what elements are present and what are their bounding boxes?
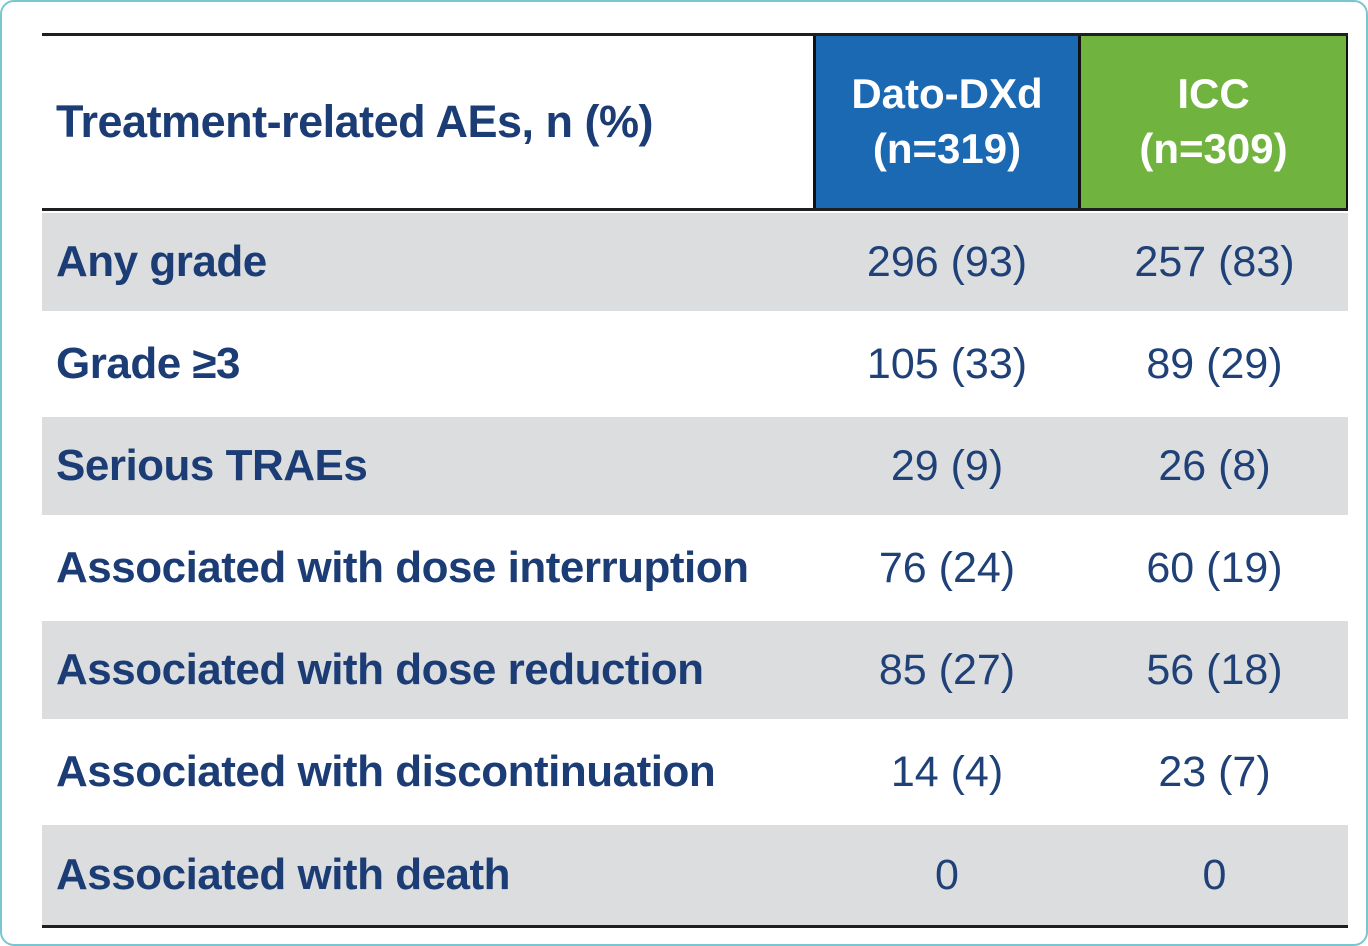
icc-value: 0 — [1202, 850, 1227, 899]
table-row-dose-reduction: Associated with dose reduction 85 (27) 5… — [42, 619, 1348, 721]
table-row-grade-ge3: Grade ≥3 105 (33) 89 (29) — [42, 313, 1348, 415]
table-title: Treatment-related AEs, n (%) — [42, 36, 813, 208]
treatment-related-aes-table: Treatment-related AEs, n (%) Dato-DXd (n… — [42, 33, 1348, 928]
icc-value: 89 (29) — [1146, 339, 1283, 388]
column-header-icc: ICC (n=309) — [1081, 36, 1348, 208]
table-row-death: Associated with death 0 0 — [42, 823, 1348, 928]
dato-value: 29 (9) — [890, 441, 1004, 490]
dato-value: 0 — [935, 850, 959, 899]
icc-n: (n=309) — [1139, 125, 1288, 172]
table-row-any-grade: Any grade 296 (93) 257 (83) — [42, 211, 1348, 313]
icc-value: 56 (18) — [1146, 645, 1283, 694]
icc-value: 23 (7) — [1158, 747, 1271, 796]
table-header-row: Treatment-related AEs, n (%) Dato-DXd (n… — [42, 33, 1348, 211]
dato-dxd-name: Dato-DXd — [851, 70, 1043, 118]
row-label: Associated with dose reduction — [56, 645, 704, 694]
table-row-serious-traes: Serious TRAEs 29 (9) 26 (8) — [42, 415, 1348, 517]
row-label: Associated with death — [56, 850, 511, 899]
table-row-dose-interruption: Associated with dose interruption 76 (24… — [42, 517, 1348, 619]
row-label: Serious TRAEs — [56, 441, 368, 490]
dato-value: 14 (4) — [890, 747, 1004, 796]
dato-value: 296 (93) — [866, 237, 1028, 286]
row-label: Grade ≥3 — [56, 339, 241, 388]
dato-value: 85 (27) — [878, 645, 1016, 694]
dato-dxd-n: (n=319) — [872, 125, 1022, 172]
column-header-dato-dxd: Dato-DXd (n=319) — [813, 36, 1081, 208]
icc-value: 60 (19) — [1146, 543, 1283, 592]
icc-value: 26 (8) — [1158, 441, 1271, 490]
dato-value: 76 (24) — [878, 543, 1016, 592]
row-label: Any grade — [56, 237, 267, 286]
table-row-discontinuation: Associated with discontinuation 14 (4) 2… — [42, 721, 1348, 823]
row-label: Associated with discontinuation — [56, 747, 716, 796]
icc-name: ICC — [1177, 70, 1250, 118]
dato-value: 105 (33) — [866, 339, 1028, 388]
icc-value: 257 (83) — [1134, 237, 1295, 286]
row-label: Associated with dose interruption — [56, 543, 749, 592]
